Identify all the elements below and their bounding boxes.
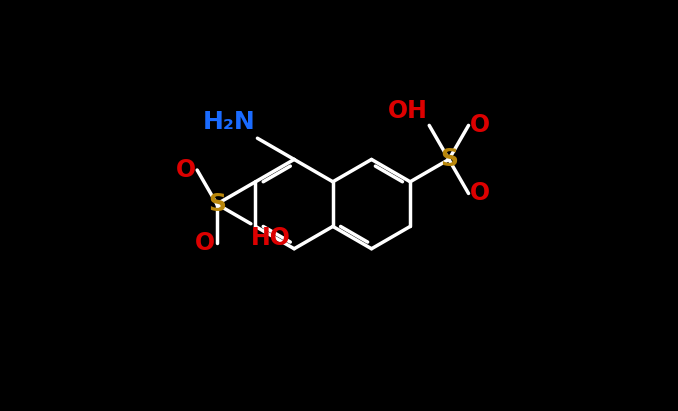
Text: O: O	[470, 182, 490, 206]
Text: S: S	[440, 148, 458, 171]
Text: HO: HO	[251, 226, 291, 250]
Text: H₂N: H₂N	[203, 111, 256, 134]
Text: O: O	[176, 158, 196, 182]
Text: O: O	[470, 113, 490, 137]
Text: S: S	[209, 192, 226, 216]
Text: OH: OH	[388, 99, 428, 123]
Text: O: O	[195, 231, 216, 255]
